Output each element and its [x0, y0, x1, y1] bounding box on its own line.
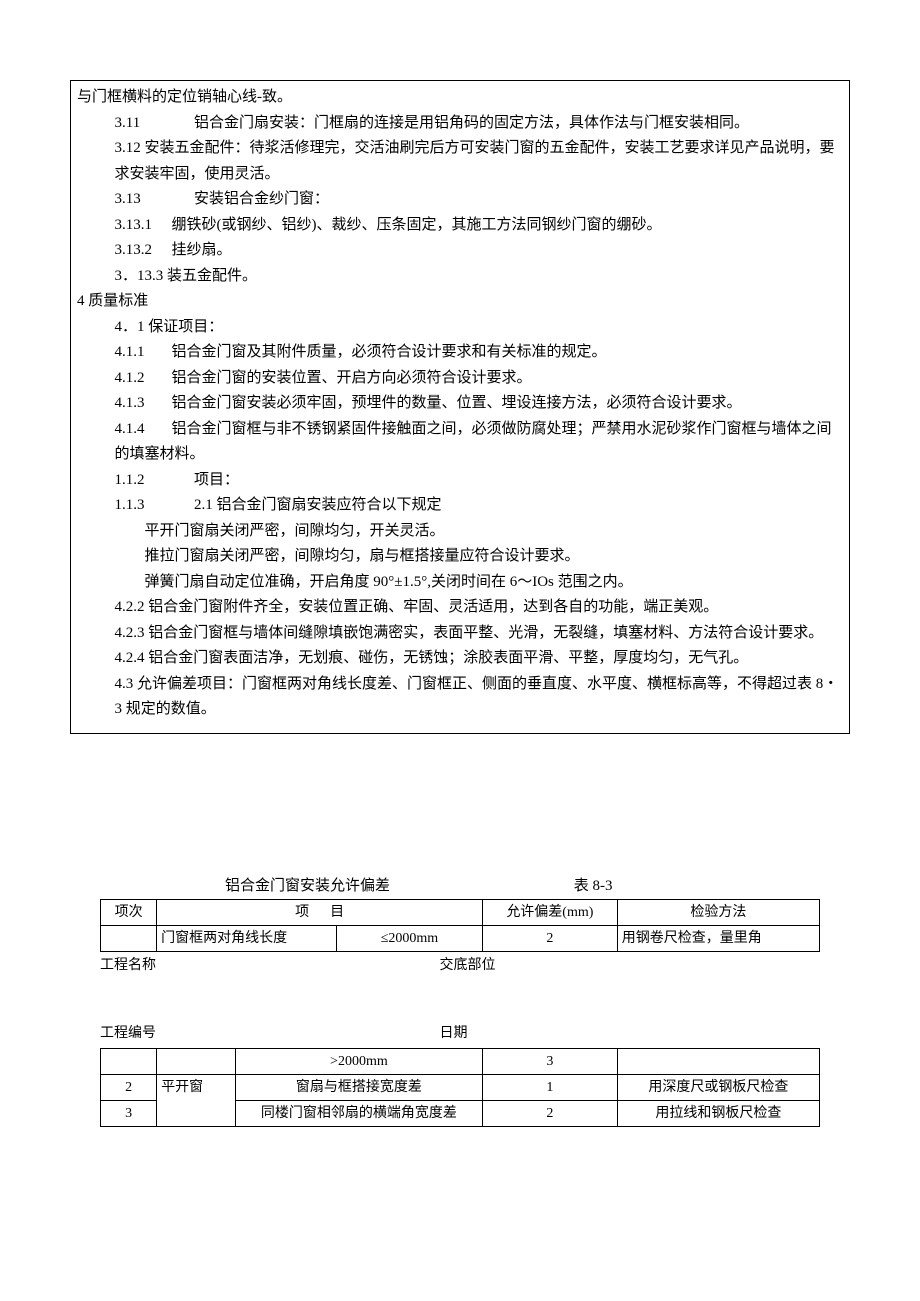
paragraph: 4.3 允许偏差项目：门窗框两对角线长度差、门窗框正、侧面的垂直度、水平度、横框…: [77, 672, 843, 723]
table-cell: 同楼门窗相邻扇的横端角宽度差: [235, 1100, 482, 1126]
table-row: >2000mm 3: [101, 1048, 820, 1074]
clause-number: 4.1.1: [115, 340, 157, 366]
meta-row-2: 工程编号 日期: [100, 1020, 820, 1048]
header-text: 目: [330, 905, 344, 920]
table-header-cell: 检验方法: [617, 900, 819, 926]
paragraph: 3.11 铝合金门扇安装：门框扇的连接是用铝角码的固定方法，具体作法与门框安装相…: [77, 111, 843, 137]
clause-text: 铝合金门窗框与非不锈钢紧固件接触面之间，必须做防腐处理；严禁用水泥砂浆作门窗框与…: [115, 421, 832, 463]
paragraph: 4．1 保证项目：: [77, 315, 843, 341]
section-heading: 4 质量标准: [77, 289, 843, 315]
table-row: 门窗框两对角线长度 ≤2000mm 2 用钢卷尺检查，量里角: [101, 926, 820, 952]
paragraph: 4.1.4 铝合金门窗框与非不锈钢紧固件接触面之间，必须做防腐处理；严禁用水泥砂…: [77, 417, 843, 468]
table-cell: 平开窗: [157, 1074, 236, 1126]
paragraph: 1.1.2 项目：: [77, 468, 843, 494]
table-cell: 用钢卷尺检查，量里角: [617, 926, 819, 952]
clause-number: 4.1.3: [115, 391, 157, 417]
meta-row-1: 工程名称 交底部位: [100, 952, 820, 990]
table-cell: [101, 1048, 157, 1074]
clause-number: 3.13.1: [115, 213, 157, 239]
paragraph: 与门框横料的定位销轴心线-致。: [77, 85, 843, 111]
clause-text: 铝合金门窗及其附件质量，必须符合设计要求和有关标准的规定。: [172, 344, 607, 360]
table-caption-right: 表 8-3: [574, 874, 613, 900]
clause-number: 3.13.2: [115, 238, 157, 264]
clause-number: 3.11: [115, 111, 157, 137]
table-cell: 2: [101, 1074, 157, 1100]
header-text: 项: [295, 905, 309, 920]
paragraph: 4.2.4 铝合金门窗表面洁净，无划痕、碰伤，无锈蚀；涂胶表面平滑、平整，厚度均…: [77, 646, 843, 672]
clause-text: 铝合金门扇安装：门框扇的连接是用铝角码的固定方法，具体作法与门框安装相同。: [194, 115, 749, 131]
clause-text: 项目：: [194, 472, 239, 488]
table-row: 2 平开窗 窗扇与框搭接宽度差 1 用深度尺或钢板尺检查: [101, 1074, 820, 1100]
table-caption: 铝合金门窗安装允许偏差 表 8-3: [70, 874, 850, 900]
clause-number: 1.1.2: [115, 468, 157, 494]
paragraph: 4.1.1 铝合金门窗及其附件质量，必须符合设计要求和有关标准的规定。: [77, 340, 843, 366]
paragraph: 4.1.2 铝合金门窗的安装位置、开启方向必须符合设计要求。: [77, 366, 843, 392]
table-caption-left: 铝合金门窗安装允许偏差: [225, 878, 390, 894]
bullet-text: 弹簧门扇自动定位准确，开启角度 90°±1.5°,关闭时间在 6～IOs 范围之…: [77, 570, 843, 596]
table-cell: [101, 926, 157, 952]
clause-number: 4.1.4: [115, 417, 157, 443]
paragraph: 3.13 安装铝合金纱门窗：: [77, 187, 843, 213]
paragraph: 1.1.3 2.1 铝合金门窗扇安装应符合以下规定: [77, 493, 843, 519]
table-cell: 用深度尺或钢板尺检查: [617, 1074, 819, 1100]
table-cell: 窗扇与框搭接宽度差: [235, 1074, 482, 1100]
clause-number: 3.13: [115, 187, 157, 213]
table-cell: 门窗框两对角线长度: [157, 926, 337, 952]
bullet-text: 推拉门窗扇关闭严密，间隙均匀，扇与框搭接量应符合设计要求。: [77, 544, 843, 570]
content-frame: 与门框横料的定位销轴心线-致。 3.11 铝合金门扇安装：门框扇的连接是用铝角码…: [70, 80, 850, 734]
paragraph: 4.1.3 铝合金门窗安装必须牢固，预埋件的数量、位置、埋设连接方法，必须符合设…: [77, 391, 843, 417]
project-name-label: 工程名称: [100, 954, 156, 978]
paragraph: 3．13.3 装五金配件。: [77, 264, 843, 290]
tolerance-table-2: >2000mm 3 2 平开窗 窗扇与框搭接宽度差 1 用深度尺或钢板尺检查 3…: [100, 1048, 820, 1127]
table-cell: [617, 1048, 819, 1074]
table-cell: 3: [482, 1048, 617, 1074]
date-label: 日期: [440, 1022, 468, 1046]
paragraph: 4.2.3 铝合金门窗框与墙体间缝隙填嵌饱满密实，表面平整、光滑，无裂缝，填塞材…: [77, 621, 843, 647]
table-header-cell: 项次: [101, 900, 157, 926]
clause-text: 2.1 铝合金门窗扇安装应符合以下规定: [194, 497, 442, 513]
clause-text: 绷铁砂(或钢纱、铝纱)、裁纱、压条固定，其施工方法同钢纱门窗的绷砂。: [172, 217, 662, 233]
table-cell: ≤2000mm: [336, 926, 482, 952]
table-header-cell: 允许偏差(mm): [482, 900, 617, 926]
paragraph: 4.2.2 铝合金门窗附件齐全，安装位置正确、牢固、灵活适用，达到各自的功能，端…: [77, 595, 843, 621]
clause-text: 铝合金门窗安装必须牢固，预埋件的数量、位置、埋设连接方法，必须符合设计要求。: [172, 395, 742, 411]
paragraph: 3.12 安装五金配件：待浆活修理完，交活油刷完后方可安装门窗的五金配件，安装工…: [77, 136, 843, 187]
table-cell: 2: [482, 1100, 617, 1126]
paragraph: 3.13.1 绷铁砂(或钢纱、铝纱)、裁纱、压条固定，其施工方法同钢纱门窗的绷砂…: [77, 213, 843, 239]
clause-number: 4.1.2: [115, 366, 157, 392]
table-cell: >2000mm: [235, 1048, 482, 1074]
clause-text: 铝合金门窗的安装位置、开启方向必须符合设计要求。: [172, 370, 532, 386]
project-number-label: 工程编号: [100, 1022, 156, 1046]
table-cell: 用拉线和钢板尺检查: [617, 1100, 819, 1126]
table-cell: 3: [101, 1100, 157, 1126]
table-cell: 2: [482, 926, 617, 952]
paragraph: 3.13.2 挂纱扇。: [77, 238, 843, 264]
table-cell: 1: [482, 1074, 617, 1100]
clause-number: 1.1.3: [115, 493, 157, 519]
bullet-text: 平开门窗扇关闭严密，间隙均匀，开关灵活。: [77, 519, 843, 545]
table-header-row: 项次 项 目 允许偏差(mm) 检验方法: [101, 900, 820, 926]
clause-text: 挂纱扇。: [172, 242, 232, 258]
table-header-cell: 项 目: [157, 900, 483, 926]
clause-text: 安装铝合金纱门窗：: [194, 191, 329, 207]
delivery-part-label: 交底部位: [440, 954, 496, 978]
tolerance-table-1: 项次 项 目 允许偏差(mm) 检验方法 门窗框两对角线长度 ≤2000mm 2…: [100, 899, 820, 952]
table-cell: [157, 1048, 236, 1074]
